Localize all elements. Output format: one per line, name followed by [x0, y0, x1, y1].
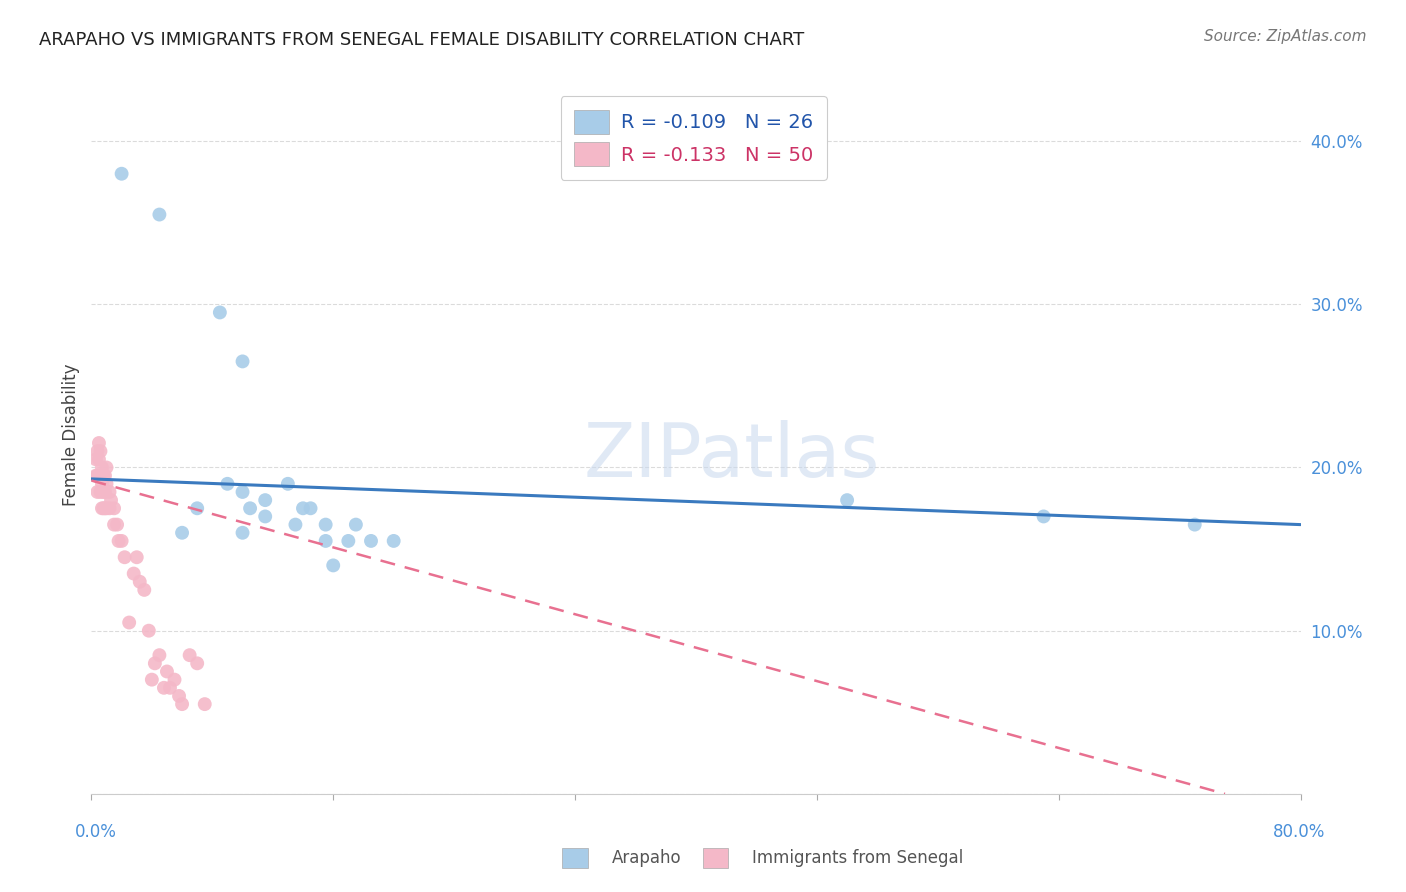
Point	[111, 167, 132, 181]
Point	[156, 665, 179, 679]
Point	[89, 485, 111, 500]
Point	[148, 208, 170, 222]
Point	[163, 673, 186, 687]
Point	[172, 525, 194, 540]
Point	[93, 485, 115, 500]
Point	[87, 452, 110, 467]
Point	[835, 493, 858, 508]
Point	[89, 444, 111, 458]
Point	[315, 517, 337, 532]
Point	[153, 681, 176, 695]
Point	[231, 485, 253, 500]
Point	[93, 468, 115, 483]
Point	[186, 657, 208, 671]
Point	[86, 485, 108, 500]
Point	[111, 533, 132, 548]
Point	[299, 501, 322, 516]
Point	[94, 501, 117, 516]
Legend: R = -0.109   N = 26, R = -0.133   N = 50: R = -0.109 N = 26, R = -0.133 N = 50	[561, 96, 827, 179]
Point	[217, 476, 239, 491]
Point	[360, 533, 382, 548]
Point	[128, 574, 150, 589]
Point	[1032, 509, 1054, 524]
Bar	[703, 848, 728, 868]
Point	[96, 460, 118, 475]
Point	[105, 517, 128, 532]
Point	[94, 468, 117, 483]
Point	[84, 452, 107, 467]
Point	[118, 615, 141, 630]
Point	[98, 501, 121, 516]
Point	[143, 657, 166, 671]
Point	[103, 517, 125, 532]
Point	[96, 501, 118, 516]
Point	[91, 476, 114, 491]
Point	[114, 550, 136, 565]
Point	[148, 648, 170, 662]
Text: 0.0%: 0.0%	[75, 822, 117, 840]
Text: Immigrants from Senegal: Immigrants from Senegal	[752, 849, 963, 867]
Point	[91, 460, 114, 475]
Point	[138, 624, 160, 638]
Point	[103, 501, 125, 516]
Point	[337, 533, 360, 548]
Point	[254, 509, 277, 524]
Y-axis label: Female Disability: Female Disability	[62, 364, 80, 506]
Text: ZIPatlas: ZIPatlas	[583, 420, 880, 493]
Point	[292, 501, 315, 516]
Point	[122, 566, 145, 581]
Point	[87, 436, 110, 450]
Text: ARAPAHO VS IMMIGRANTS FROM SENEGAL FEMALE DISABILITY CORRELATION CHART: ARAPAHO VS IMMIGRANTS FROM SENEGAL FEMAL…	[39, 31, 804, 49]
Point	[344, 517, 367, 532]
Point	[98, 485, 121, 500]
Point	[179, 648, 201, 662]
Point	[186, 501, 208, 516]
Point	[86, 468, 108, 483]
Text: 80.0%: 80.0%	[1272, 822, 1326, 840]
Point	[96, 476, 118, 491]
Point	[93, 501, 115, 516]
Point	[208, 305, 231, 319]
Point	[100, 493, 122, 508]
Text: Arapaho: Arapaho	[612, 849, 682, 867]
Bar	[562, 848, 588, 868]
Point	[254, 493, 277, 508]
Point	[231, 354, 253, 368]
Point	[315, 533, 337, 548]
Point	[94, 485, 117, 500]
Point	[84, 468, 107, 483]
Point	[125, 550, 148, 565]
Point	[87, 468, 110, 483]
Point	[284, 517, 307, 532]
Point	[89, 468, 111, 483]
Point	[277, 476, 299, 491]
Point	[194, 697, 217, 711]
Point	[322, 558, 344, 573]
Point	[382, 533, 405, 548]
Point	[239, 501, 262, 516]
Text: Source: ZipAtlas.com: Source: ZipAtlas.com	[1204, 29, 1367, 44]
Point	[86, 444, 108, 458]
Point	[172, 697, 194, 711]
Point	[134, 582, 156, 597]
Point	[231, 525, 253, 540]
Point	[107, 533, 129, 548]
Point	[91, 501, 114, 516]
Point	[159, 681, 181, 695]
Point	[167, 689, 190, 703]
Point	[141, 673, 163, 687]
Point	[1184, 517, 1206, 532]
